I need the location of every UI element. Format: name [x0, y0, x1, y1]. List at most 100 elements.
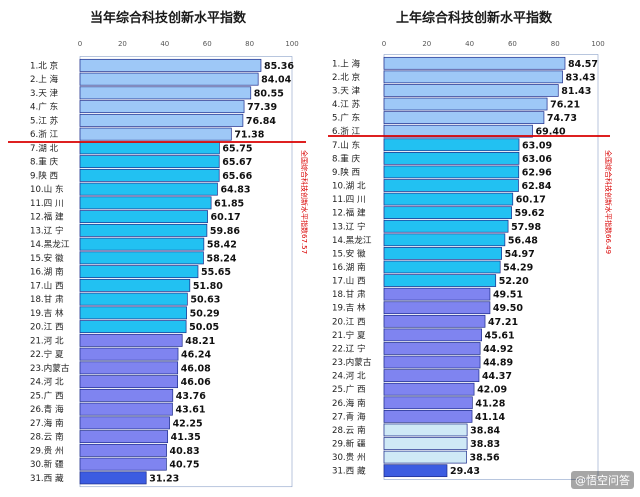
- bar: [383, 369, 480, 382]
- bar: [79, 72, 259, 86]
- bar: [383, 219, 509, 233]
- bar: [79, 361, 179, 375]
- bar: [383, 314, 486, 328]
- bar: [383, 56, 566, 70]
- category-label: 19.吉 林: [332, 302, 366, 314]
- bar: [79, 388, 174, 402]
- category-label: 4.江 苏: [332, 98, 361, 110]
- category-label: 25.广 西: [30, 389, 64, 401]
- data-label: 41.35: [171, 432, 201, 443]
- bar: [79, 196, 212, 210]
- data-label: 54.97: [505, 249, 535, 260]
- data-label: 49.51: [493, 290, 523, 301]
- bar: [383, 382, 475, 396]
- category-label: 9.陕 西: [332, 166, 361, 178]
- bar: [79, 86, 252, 100]
- data-label: 80.55: [254, 88, 284, 99]
- category-label: 3.天 津: [332, 85, 361, 96]
- x-tick-label: 80: [245, 40, 254, 48]
- bar: [383, 192, 514, 206]
- category-label: 26.青 海: [30, 403, 64, 415]
- data-label: 76.84: [246, 116, 276, 127]
- bar: [79, 430, 169, 444]
- bar: [383, 70, 563, 84]
- bar: [79, 127, 232, 141]
- data-label: 38.56: [470, 453, 500, 464]
- x-tick-label: 40: [465, 40, 474, 48]
- bar: [383, 179, 519, 192]
- bar: [79, 168, 220, 182]
- bar: [383, 437, 468, 450]
- data-label: 48.21: [185, 336, 215, 347]
- data-label: 65.75: [222, 143, 252, 154]
- category-label: 29.新 疆: [332, 438, 366, 450]
- bar: [79, 58, 262, 72]
- x-tick-label: 20: [118, 40, 127, 48]
- data-label: 83.43: [566, 72, 596, 83]
- data-label: 52.20: [499, 276, 529, 287]
- category-label: 23.内蒙古: [30, 362, 70, 374]
- category-label: 16.湖 南: [30, 266, 64, 278]
- bar: [383, 355, 481, 369]
- category-label: 1.北 京: [30, 59, 59, 71]
- category-label: 20.江 西: [30, 322, 64, 333]
- bar: [79, 113, 244, 127]
- category-label: 5.广 东: [332, 112, 361, 124]
- data-label: 58.24: [206, 253, 236, 264]
- data-label: 43.76: [176, 391, 206, 402]
- category-label: 15.安 徽: [332, 247, 366, 259]
- data-label: 64.83: [220, 185, 250, 196]
- bar: [383, 396, 473, 410]
- category-label: 30.新 疆: [30, 458, 64, 470]
- data-label: 60.17: [211, 212, 241, 223]
- category-label: 4.广 东: [30, 101, 59, 113]
- data-label: 31.23: [149, 473, 179, 484]
- category-label: 30.贵 州: [332, 451, 366, 463]
- data-label: 63.06: [522, 154, 552, 165]
- bar: [79, 278, 191, 292]
- bar: [79, 100, 245, 114]
- category-label: 28.云 南: [332, 424, 366, 436]
- category-label: 15.安 徽: [30, 252, 64, 264]
- category-label: 20.江 西: [332, 316, 366, 327]
- data-label: 61.85: [214, 198, 244, 209]
- data-label: 44.37: [482, 371, 512, 382]
- bar: [79, 457, 167, 471]
- bar: [79, 237, 205, 251]
- category-label: 23.内蒙古: [332, 356, 372, 368]
- category-label: 14.黑龙江: [332, 234, 372, 246]
- bar: [383, 84, 559, 97]
- category-label: 1.上 海: [332, 57, 361, 69]
- category-label: 2.北 京: [332, 71, 361, 83]
- data-label: 40.83: [170, 446, 200, 457]
- threshold-annotation: 全国综合科技创新水平指数66.49: [604, 150, 613, 254]
- data-label: 50.63: [190, 295, 220, 306]
- category-label: 8.重 庆: [332, 152, 361, 164]
- category-label: 21.河 北: [30, 334, 64, 346]
- data-label: 65.66: [222, 171, 252, 182]
- data-label: 62.84: [521, 181, 551, 192]
- bar: [383, 111, 545, 124]
- bar: [383, 342, 481, 355]
- bar: [383, 410, 473, 423]
- bar: [383, 260, 501, 274]
- category-label: 7.湖 北: [30, 143, 59, 154]
- category-label: 5.江 苏: [30, 114, 59, 126]
- data-label: 38.83: [470, 439, 500, 450]
- category-label: 29.贵 州: [30, 444, 64, 456]
- bar: [79, 471, 147, 485]
- x-tick-label: 40: [160, 40, 169, 48]
- bar: [79, 306, 187, 320]
- x-tick-label: 100: [591, 40, 604, 48]
- bar: [79, 210, 208, 224]
- bar: [383, 165, 520, 179]
- data-label: 81.43: [561, 86, 591, 97]
- x-tick-label: 60: [203, 40, 212, 48]
- chart-panel-1: 当年综合科技创新水平指数 0 20 40 60 80 100 1.北 京 85.36 2.上 海 8…: [8, 10, 309, 488]
- bar: [79, 265, 199, 279]
- bar: [383, 233, 506, 247]
- chart-title: 上年综合科技创新水平指数: [396, 10, 553, 26]
- x-tick-label: 20: [422, 40, 431, 48]
- data-label: 50.29: [190, 308, 220, 319]
